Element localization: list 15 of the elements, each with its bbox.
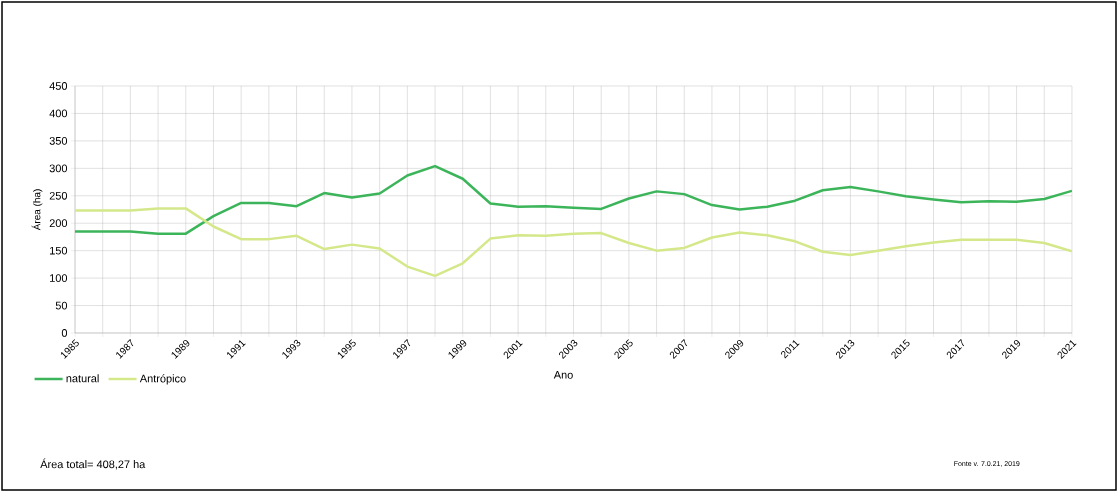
y-tick-label: 400 xyxy=(49,109,68,118)
y-tick-label: 50 xyxy=(55,301,68,310)
y-tick-label: 100 xyxy=(50,274,68,282)
text: Área total= 408,27 ha xyxy=(40,458,146,470)
y-tick-label: 0 xyxy=(61,329,68,337)
y-tick-label: 200 xyxy=(49,219,68,228)
y-tick-label: 350 xyxy=(49,137,68,145)
y-tick-label: 300 xyxy=(49,164,68,173)
y-axis-title: Área (ha) xyxy=(31,189,43,231)
legend-label: Antrópico xyxy=(139,374,186,385)
y-tick-label: 150 xyxy=(50,246,68,255)
y-tick-label: 250 xyxy=(49,191,68,200)
legend-label: natural xyxy=(66,374,99,383)
y-tick-label: 450 xyxy=(49,82,68,90)
x-axis-title: Ano xyxy=(553,371,573,379)
